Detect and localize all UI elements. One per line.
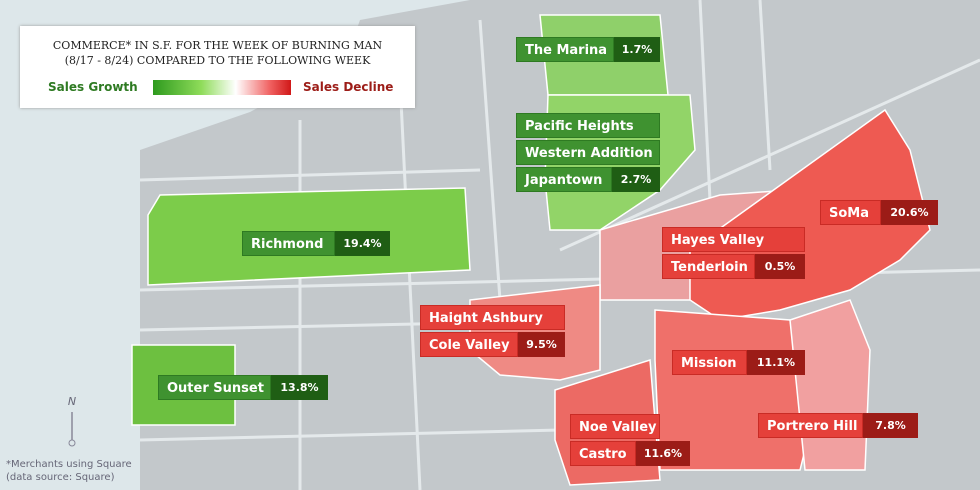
region-value: 0.5% — [755, 254, 805, 279]
label-mission: Mission 11.1% — [672, 350, 805, 375]
region-name: Noe Valley — [570, 414, 660, 439]
region-value: 13.8% — [271, 375, 328, 400]
title-line: (8/17 - 8/24) COMPARED TO THE FOLLOWING … — [64, 54, 371, 67]
region-name: Hayes Valley — [662, 227, 805, 252]
footnote-line: (data source: Square) — [6, 472, 115, 483]
title-box: COMMERCE* IN S.F. FOR THE WEEK OF BURNIN… — [20, 26, 415, 108]
region-name: Mission — [672, 350, 747, 375]
legend-growth: Sales Growth — [48, 80, 138, 94]
label-richmond: Richmond 19.4% — [242, 231, 390, 256]
legend-gradient — [153, 80, 291, 95]
region-name: Pacific Heights — [516, 113, 660, 138]
footnote: *Merchants using Square (data source: Sq… — [6, 458, 132, 484]
region-potrero — [789, 299, 871, 471]
region-name: Cole Valley — [420, 332, 518, 357]
region-value: 9.5% — [518, 332, 565, 357]
label-outer-sunset: Outer Sunset 13.8% — [158, 375, 328, 400]
region-value: 11.1% — [747, 350, 805, 375]
label-potrero: Portrero Hill 7.8% — [758, 413, 918, 438]
region-name: Castro — [570, 441, 636, 466]
region-name: Haight Ashbury — [420, 305, 565, 330]
label-hayes-valley: Hayes Valley Tenderloin 0.5% — [662, 227, 805, 279]
region-name: Outer Sunset — [158, 375, 271, 400]
region-name: Japantown — [516, 167, 612, 192]
region-name: The Marina — [516, 37, 614, 62]
region-name: Richmond — [242, 231, 335, 256]
label-haight: Haight Ashbury Cole Valley 9.5% — [420, 305, 565, 357]
region-name: SoMa — [820, 200, 881, 225]
region-value: 1.7% — [614, 37, 660, 62]
label-pacific-heights: Pacific Heights Western Addition Japanto… — [516, 113, 660, 192]
region-value: 7.8% — [863, 413, 918, 438]
region-name: Tenderloin — [662, 254, 755, 279]
title-line: COMMERCE* IN S.F. FOR THE WEEK OF BURNIN… — [52, 39, 383, 52]
region-value: 2.7% — [612, 167, 660, 192]
legend: Sales Growth Sales Decline — [20, 76, 415, 100]
legend-decline: Sales Decline — [303, 80, 394, 94]
label-marina: The Marina 1.7% — [516, 37, 660, 62]
compass-base — [68, 439, 76, 447]
region-name: Western Addition — [516, 140, 660, 165]
label-soma: SoMa 20.6% — [820, 200, 938, 225]
label-noe-valley: Noe Valley Castro 11.6% — [570, 414, 690, 466]
region-value: 20.6% — [881, 200, 938, 225]
region-name: Portrero Hill — [758, 413, 863, 438]
region-value: 11.6% — [636, 441, 690, 466]
region-value: 19.4% — [335, 231, 390, 256]
compass-label: N — [68, 395, 76, 408]
footnote-line: *Merchants using Square — [6, 459, 132, 470]
